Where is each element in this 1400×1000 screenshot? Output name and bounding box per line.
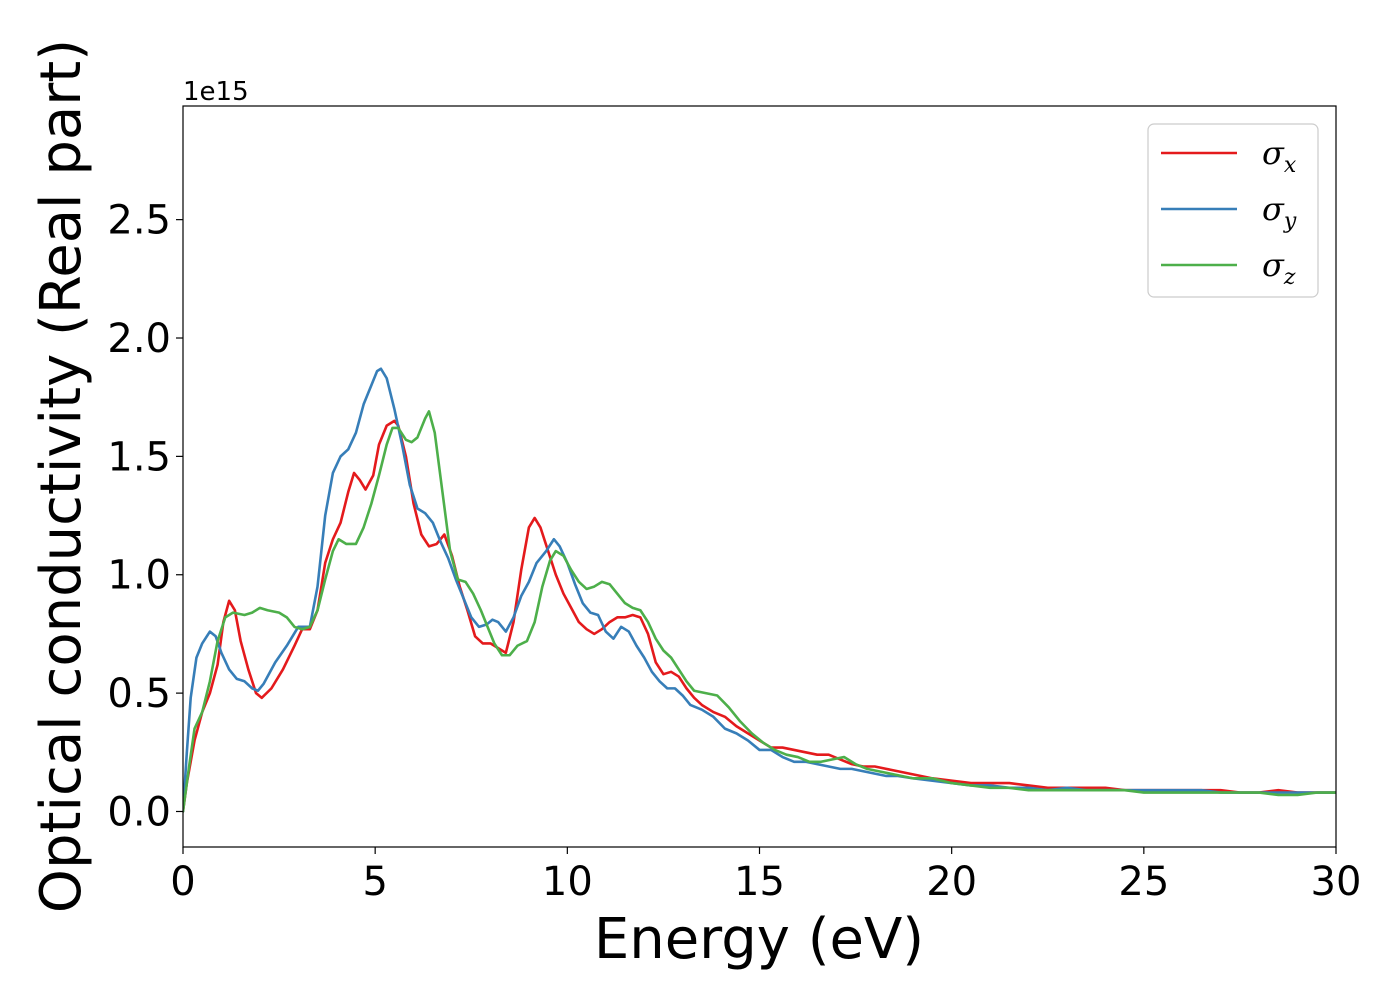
series-layer: [183, 367, 1336, 813]
x-axis-ticks: 0 5 10 15 20 25 30: [170, 847, 1361, 905]
x-tick-label: 25: [1118, 859, 1169, 905]
x-tick-label: 5: [362, 859, 387, 905]
x-tick-label: 30: [1311, 859, 1362, 905]
x-tick-label: 10: [542, 859, 593, 905]
y-axis-ticks: 0.0 0.5 1.0 1.5 2.0 2.5: [107, 198, 183, 835]
x-axis-label: Energy (eV): [594, 907, 924, 972]
y-offset-text: 1e15: [183, 77, 249, 107]
y-tick-label: 0.0: [107, 789, 171, 835]
y-tick-label: 1.5: [107, 434, 171, 480]
legend-box: [1147, 123, 1319, 298]
y-tick-label: 2.0: [107, 316, 171, 362]
series-line-x: [183, 419, 1336, 813]
series-line-z: [183, 410, 1336, 813]
y-axis-label: Optical conductivity (Real part): [29, 39, 94, 913]
y-tick-label: 1.0: [107, 553, 171, 599]
x-tick-label: 0: [170, 859, 195, 905]
x-tick-label: 15: [734, 859, 785, 905]
y-tick-label: 2.5: [107, 198, 171, 244]
y-tick-label: 0.5: [107, 671, 171, 717]
x-tick-label: 20: [926, 859, 977, 905]
series-line-y: [183, 367, 1336, 813]
